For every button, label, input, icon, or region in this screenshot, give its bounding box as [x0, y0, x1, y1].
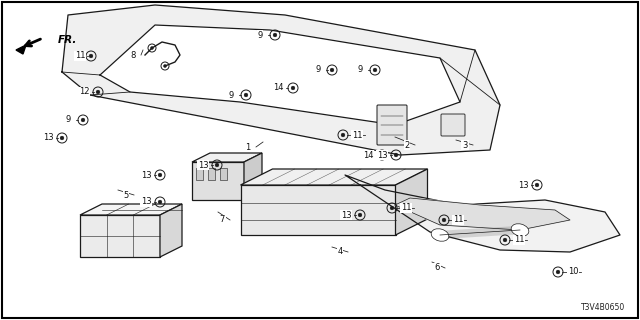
Circle shape	[556, 270, 560, 274]
Polygon shape	[160, 204, 182, 257]
Text: 5: 5	[124, 190, 129, 199]
Circle shape	[150, 46, 154, 50]
Circle shape	[89, 54, 93, 58]
Text: 14: 14	[363, 150, 373, 159]
Circle shape	[81, 118, 85, 122]
Polygon shape	[80, 204, 182, 215]
Text: 13: 13	[340, 211, 351, 220]
Circle shape	[291, 86, 295, 90]
Circle shape	[96, 90, 100, 94]
Circle shape	[394, 153, 398, 157]
Bar	[220, 168, 227, 180]
Ellipse shape	[511, 224, 529, 236]
Text: 13: 13	[141, 171, 151, 180]
Text: 9: 9	[316, 66, 321, 75]
FancyBboxPatch shape	[441, 114, 465, 136]
Text: 9: 9	[257, 30, 262, 39]
Text: 9: 9	[228, 91, 234, 100]
Text: 1: 1	[245, 142, 251, 151]
Circle shape	[163, 64, 166, 68]
Circle shape	[535, 183, 539, 187]
Polygon shape	[345, 175, 620, 252]
Bar	[196, 168, 203, 180]
Text: 8: 8	[131, 51, 136, 60]
Polygon shape	[395, 198, 570, 230]
Text: 13: 13	[518, 180, 528, 189]
Circle shape	[158, 200, 162, 204]
Text: 11: 11	[352, 131, 362, 140]
Circle shape	[390, 206, 394, 210]
Text: 10: 10	[568, 268, 579, 276]
Text: 12: 12	[79, 87, 89, 97]
Circle shape	[373, 68, 377, 72]
Circle shape	[215, 163, 219, 167]
Circle shape	[158, 173, 162, 177]
Polygon shape	[244, 153, 262, 200]
Polygon shape	[396, 169, 428, 235]
Ellipse shape	[431, 229, 449, 241]
Text: FR.: FR.	[58, 35, 77, 45]
Circle shape	[60, 136, 64, 140]
Circle shape	[341, 133, 345, 137]
Circle shape	[330, 68, 334, 72]
Polygon shape	[62, 5, 500, 155]
Text: 11: 11	[75, 52, 85, 60]
Polygon shape	[192, 153, 262, 162]
Text: 13: 13	[43, 133, 53, 142]
Polygon shape	[100, 25, 460, 125]
Bar	[208, 168, 215, 180]
Text: 2: 2	[404, 140, 410, 149]
Polygon shape	[16, 45, 26, 54]
Text: 14: 14	[273, 84, 284, 92]
Text: 11: 11	[514, 236, 524, 244]
Text: 4: 4	[337, 247, 342, 257]
Circle shape	[442, 218, 446, 222]
Text: 7: 7	[220, 215, 225, 225]
Circle shape	[273, 33, 277, 37]
Polygon shape	[192, 162, 244, 200]
Circle shape	[358, 213, 362, 217]
Text: 3: 3	[462, 140, 468, 149]
Circle shape	[503, 238, 507, 242]
Polygon shape	[241, 169, 428, 185]
Text: 9: 9	[357, 66, 363, 75]
Text: 13: 13	[198, 161, 208, 170]
Text: 11: 11	[452, 215, 463, 225]
Text: T3V4B0650: T3V4B0650	[580, 303, 625, 312]
Text: 13: 13	[377, 150, 387, 159]
Text: 9: 9	[65, 116, 70, 124]
Polygon shape	[80, 215, 160, 257]
Text: 11: 11	[401, 204, 412, 212]
Circle shape	[380, 153, 384, 157]
Text: 6: 6	[435, 263, 440, 273]
Circle shape	[244, 93, 248, 97]
Text: 13: 13	[141, 197, 151, 206]
Polygon shape	[241, 185, 396, 235]
FancyBboxPatch shape	[377, 105, 407, 145]
